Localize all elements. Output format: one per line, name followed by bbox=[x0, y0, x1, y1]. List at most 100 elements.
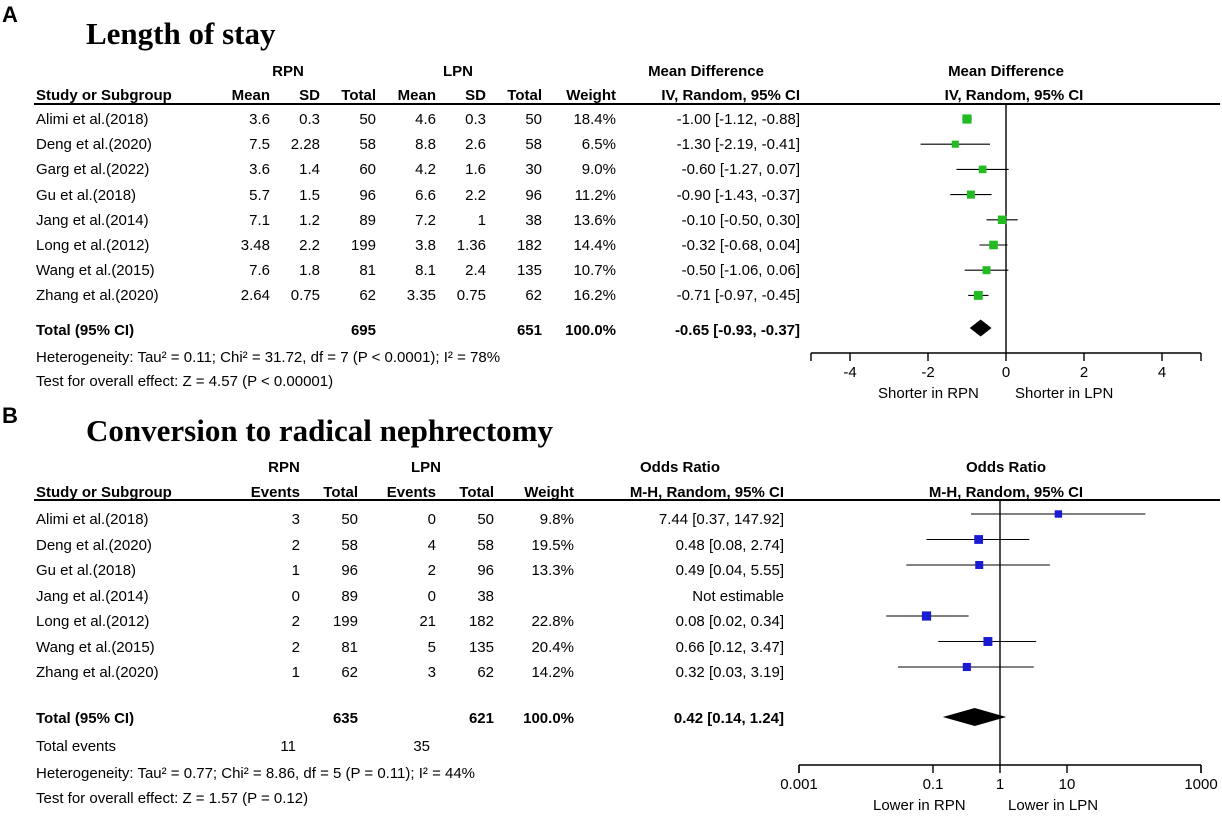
b-study-cell: 22.8% bbox=[531, 613, 574, 630]
a-study-cell: 38 bbox=[525, 211, 542, 229]
b-study-cell: 0 bbox=[291, 587, 300, 605]
b-study-cell: 0.66 [0.12, 3.47] bbox=[675, 638, 784, 656]
a-column-header: Total bbox=[507, 87, 542, 104]
b-study-cell: 1 bbox=[291, 664, 300, 681]
a-study-cell: 89 bbox=[359, 211, 376, 229]
study-marker bbox=[975, 561, 984, 569]
a-group2-header: LPN bbox=[443, 63, 473, 80]
b-study-cell: 7.44 [0.37, 147.92] bbox=[658, 511, 784, 528]
b-total-weight: 100.0% bbox=[523, 710, 574, 727]
a-study-cell: 1.8 bbox=[299, 262, 320, 280]
a-study-cell: 62 bbox=[525, 287, 542, 305]
a-study-cell: 96 bbox=[359, 186, 376, 204]
study-marker bbox=[951, 140, 959, 148]
b-study-name: Wang et al.(2015) bbox=[36, 638, 155, 656]
x-tick-label: 0.001 bbox=[780, 776, 818, 793]
a-study-cell: 11.2% bbox=[574, 186, 616, 204]
b-total-events-lpn: 35 bbox=[413, 738, 430, 755]
b-study-cell: 199 bbox=[332, 613, 358, 630]
b-total-n2: 621 bbox=[468, 710, 494, 727]
panel-a-letter: A bbox=[2, 2, 18, 27]
a-study-cell: 1.36 bbox=[456, 237, 486, 254]
study-marker bbox=[974, 535, 984, 544]
x-tick-label: 1 bbox=[996, 776, 1004, 793]
b-study-cell: 19.5% bbox=[531, 536, 574, 554]
b-study-name: Deng et al.(2020) bbox=[36, 536, 152, 554]
b-column-header: Total bbox=[323, 484, 358, 501]
a-study-cell: 1.5 bbox=[299, 186, 320, 204]
a-study-cell: 5.7 bbox=[249, 186, 270, 204]
x-tick-label: -4 bbox=[843, 364, 856, 381]
a-total-n1: 695 bbox=[350, 322, 376, 339]
b-study-cell: Not estimable bbox=[692, 587, 784, 605]
b-study-name: Long et al.(2012) bbox=[36, 613, 150, 630]
b-study-name: Gu et al.(2018) bbox=[36, 562, 137, 579]
study-marker bbox=[962, 114, 972, 124]
a-study-cell: 50 bbox=[525, 111, 542, 128]
a-study-cell: 2.2 bbox=[299, 237, 320, 254]
a-study-cell: 7.1 bbox=[249, 211, 270, 229]
b-study-cell: 182 bbox=[468, 613, 494, 630]
b-axis-label-right: Lower in LPN bbox=[1008, 797, 1099, 814]
a-study-name: Garg et al.(2022) bbox=[36, 161, 150, 179]
b-study-cell: 2 bbox=[291, 536, 300, 554]
b-study-cell: 62 bbox=[341, 664, 358, 681]
a-study-cell: 8.1 bbox=[415, 262, 436, 280]
b-study-cell: 0.48 [0.08, 2.74] bbox=[675, 536, 784, 554]
b-total-label: Total (95% CI) bbox=[36, 710, 135, 727]
b-header-rule bbox=[34, 499, 1220, 501]
a-study-cell: 81 bbox=[359, 262, 376, 280]
b-study-cell: 96 bbox=[477, 562, 494, 579]
panel-b-letter: B bbox=[2, 403, 18, 428]
a-axis-label-left: Shorter in RPN bbox=[878, 385, 979, 402]
x-tick-label: 0 bbox=[1002, 364, 1010, 381]
a-study-cell: 2.4 bbox=[465, 262, 486, 280]
b-effect-header: Odds Ratio bbox=[639, 459, 720, 476]
a-study-cell: 4.6 bbox=[415, 111, 436, 128]
a-study-cell: -0.32 [-0.68, 0.04] bbox=[681, 237, 800, 254]
b-study-name: Alimi et al.(2018) bbox=[36, 511, 149, 528]
a-study-cell: -0.10 [-0.50, 0.30] bbox=[681, 211, 800, 229]
b-plot-header: Odds Ratio bbox=[965, 459, 1046, 476]
b-study-cell: 0.08 [0.02, 0.34] bbox=[675, 613, 784, 630]
a-study-cell: 3.6 bbox=[249, 111, 270, 128]
b-study-cell: 96 bbox=[341, 562, 358, 579]
study-marker bbox=[973, 290, 983, 300]
a-study-cell: 58 bbox=[525, 136, 542, 154]
a-study-cell: 3.6 bbox=[249, 161, 270, 179]
a-study-cell: 2.64 bbox=[240, 287, 270, 305]
a-study-cell: 6.6 bbox=[415, 186, 436, 204]
x-tick-label: -2 bbox=[921, 364, 934, 381]
study-marker bbox=[921, 611, 932, 621]
a-study-cell: 7.6 bbox=[249, 262, 270, 280]
b-total-ci: 0.42 [0.14, 1.24] bbox=[673, 710, 784, 727]
a-column-header: IV, Random, 95% CI bbox=[661, 87, 800, 104]
a-study-cell: 2.2 bbox=[465, 186, 486, 204]
a-study-cell: 1 bbox=[477, 211, 486, 229]
a-study-cell: 3.48 bbox=[240, 237, 270, 254]
b-study-cell: 2 bbox=[291, 638, 300, 656]
study-marker bbox=[978, 165, 987, 174]
a-study-cell: 7.2 bbox=[415, 211, 436, 229]
x-tick-label: 1000 bbox=[1184, 776, 1217, 793]
a-total-label: Total (95% CI) bbox=[36, 322, 135, 339]
b-study-name: Zhang et al.(2020) bbox=[36, 664, 159, 681]
a-study-cell: 0.3 bbox=[299, 111, 320, 128]
a-column-header: Mean bbox=[397, 87, 436, 104]
a-study-name: Long et al.(2012) bbox=[36, 237, 150, 254]
b-study-cell: 0 bbox=[427, 511, 436, 528]
b-study-cell: 14.2% bbox=[531, 664, 574, 681]
b-study-cell: 5 bbox=[427, 638, 436, 656]
b-study-cell: 0.49 [0.04, 5.55] bbox=[675, 562, 784, 579]
a-study-cell: 96 bbox=[525, 186, 542, 204]
study-marker bbox=[983, 637, 993, 646]
a-column-header: Total bbox=[341, 87, 376, 104]
b-study-cell: 21 bbox=[419, 613, 436, 630]
a-study-cell: 182 bbox=[516, 237, 542, 254]
a-study-cell: 1.2 bbox=[299, 211, 320, 229]
b-study-cell: 89 bbox=[341, 587, 358, 605]
b-study-cell: 50 bbox=[477, 511, 494, 528]
b-axis-label-left: Lower in RPN bbox=[873, 797, 966, 814]
a-study-cell: -0.60 [-1.27, 0.07] bbox=[681, 161, 800, 179]
b-study-cell: 2 bbox=[427, 562, 436, 579]
